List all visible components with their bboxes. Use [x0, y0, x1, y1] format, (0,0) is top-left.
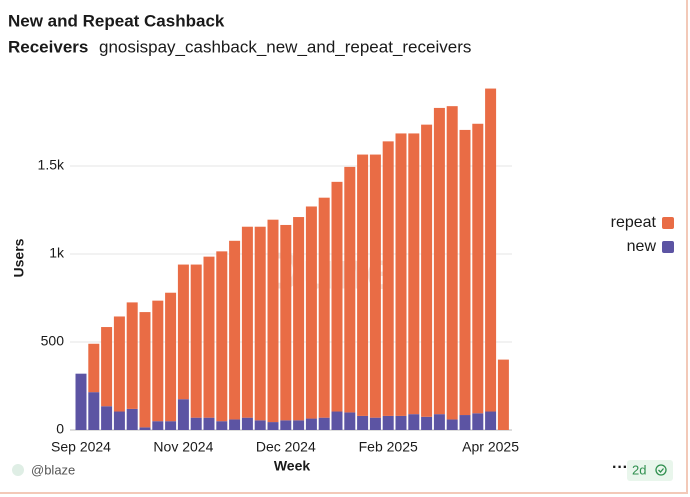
bar-segment	[241, 417, 253, 430]
bar-segment	[267, 219, 279, 423]
bar-segment	[395, 415, 407, 430]
bar-segment	[485, 411, 497, 430]
check-mark	[658, 468, 664, 473]
y-tick-label: 1.5k	[38, 157, 65, 173]
bar-segment	[216, 251, 228, 422]
avatar	[12, 464, 24, 476]
x-axis-label: Week	[274, 458, 311, 474]
bar-segment	[190, 264, 202, 418]
bar-segment	[382, 141, 394, 416]
bar-segment	[305, 206, 317, 419]
bar-segment	[101, 327, 113, 407]
bar-segment	[139, 427, 151, 430]
bar-segment	[446, 419, 458, 430]
bar-segment	[216, 421, 228, 430]
y-axis-label: Users	[11, 238, 27, 277]
bar-segment	[485, 88, 497, 412]
bar-segment	[293, 420, 305, 430]
bar-segment	[280, 224, 292, 421]
query-name: gnosispay_cashback_new_and_repeat_receiv…	[99, 37, 471, 56]
bar-segment	[293, 217, 305, 421]
bar-segment	[305, 418, 317, 430]
bar-segment	[472, 413, 484, 430]
bar-segment	[344, 166, 356, 413]
bar-segment	[88, 392, 100, 430]
bar-segment	[395, 133, 407, 416]
bar-segment	[357, 415, 369, 430]
bar-segment	[382, 415, 394, 430]
bar-segment	[229, 419, 241, 430]
bar-segment	[190, 417, 202, 430]
legend-label: repeat	[611, 214, 657, 231]
bar-segment	[459, 415, 471, 430]
bar-segment	[152, 300, 164, 422]
bar-segment	[280, 420, 292, 430]
menu-dots[interactable]: ···	[612, 459, 628, 476]
author: @blaze	[31, 462, 75, 477]
bar-segment	[113, 316, 125, 412]
bar-segment	[318, 197, 330, 418]
bar-segment	[101, 406, 113, 430]
bar-segment	[421, 416, 433, 430]
bar-segment	[446, 106, 458, 420]
legend-swatch	[662, 241, 674, 253]
bar-segment	[88, 343, 100, 393]
bar-segment	[331, 411, 343, 430]
bar-segment	[126, 408, 138, 430]
bar-segment	[318, 417, 330, 430]
y-tick-label: 0	[56, 421, 64, 437]
bar-segment	[433, 107, 445, 415]
bar-segment	[229, 240, 241, 420]
legend-swatch	[662, 217, 674, 229]
bar-segment	[203, 256, 215, 418]
bar-segment	[177, 399, 189, 430]
chart-title: New and Repeat Cashback	[8, 11, 225, 30]
bar-segment	[165, 421, 177, 430]
x-tick-label: Nov 2024	[153, 439, 213, 455]
bar-segment	[472, 123, 484, 414]
bar-segment	[433, 414, 445, 430]
bar-segment	[369, 417, 381, 430]
age-badge-text: 2d	[632, 462, 646, 477]
x-tick-label: Sep 2024	[51, 439, 111, 455]
x-tick-label: Feb 2025	[359, 439, 418, 455]
chart-subtitle: Receivers	[8, 37, 88, 56]
bar-segment	[421, 124, 433, 417]
bar-segment	[459, 129, 471, 416]
bar-segment	[369, 154, 381, 418]
bar-segment	[165, 292, 177, 422]
bar-segment	[177, 264, 189, 400]
bar-segment	[408, 414, 420, 430]
bar-segment	[357, 154, 369, 416]
bar-segment	[126, 302, 138, 409]
check-icon	[655, 464, 667, 476]
bar-segment	[267, 422, 279, 430]
bar-segment	[203, 417, 215, 430]
legend-label: new	[627, 238, 657, 255]
bar-segment	[254, 226, 266, 421]
x-tick-label: Apr 2025	[462, 439, 519, 455]
bar-segment	[113, 411, 125, 430]
y-tick-label: 1k	[49, 245, 65, 261]
bar-segment	[139, 312, 151, 428]
bar-segment	[152, 421, 164, 430]
bar-segment	[254, 420, 266, 430]
bar-segment	[408, 133, 420, 415]
y-tick-label: 500	[41, 333, 65, 349]
x-tick-label: Dec 2024	[256, 439, 316, 455]
bar-segment	[241, 226, 253, 418]
bar-segment	[344, 412, 356, 430]
bar-segment	[497, 359, 509, 430]
bar-segment	[75, 373, 87, 430]
bar-segment	[331, 181, 343, 412]
